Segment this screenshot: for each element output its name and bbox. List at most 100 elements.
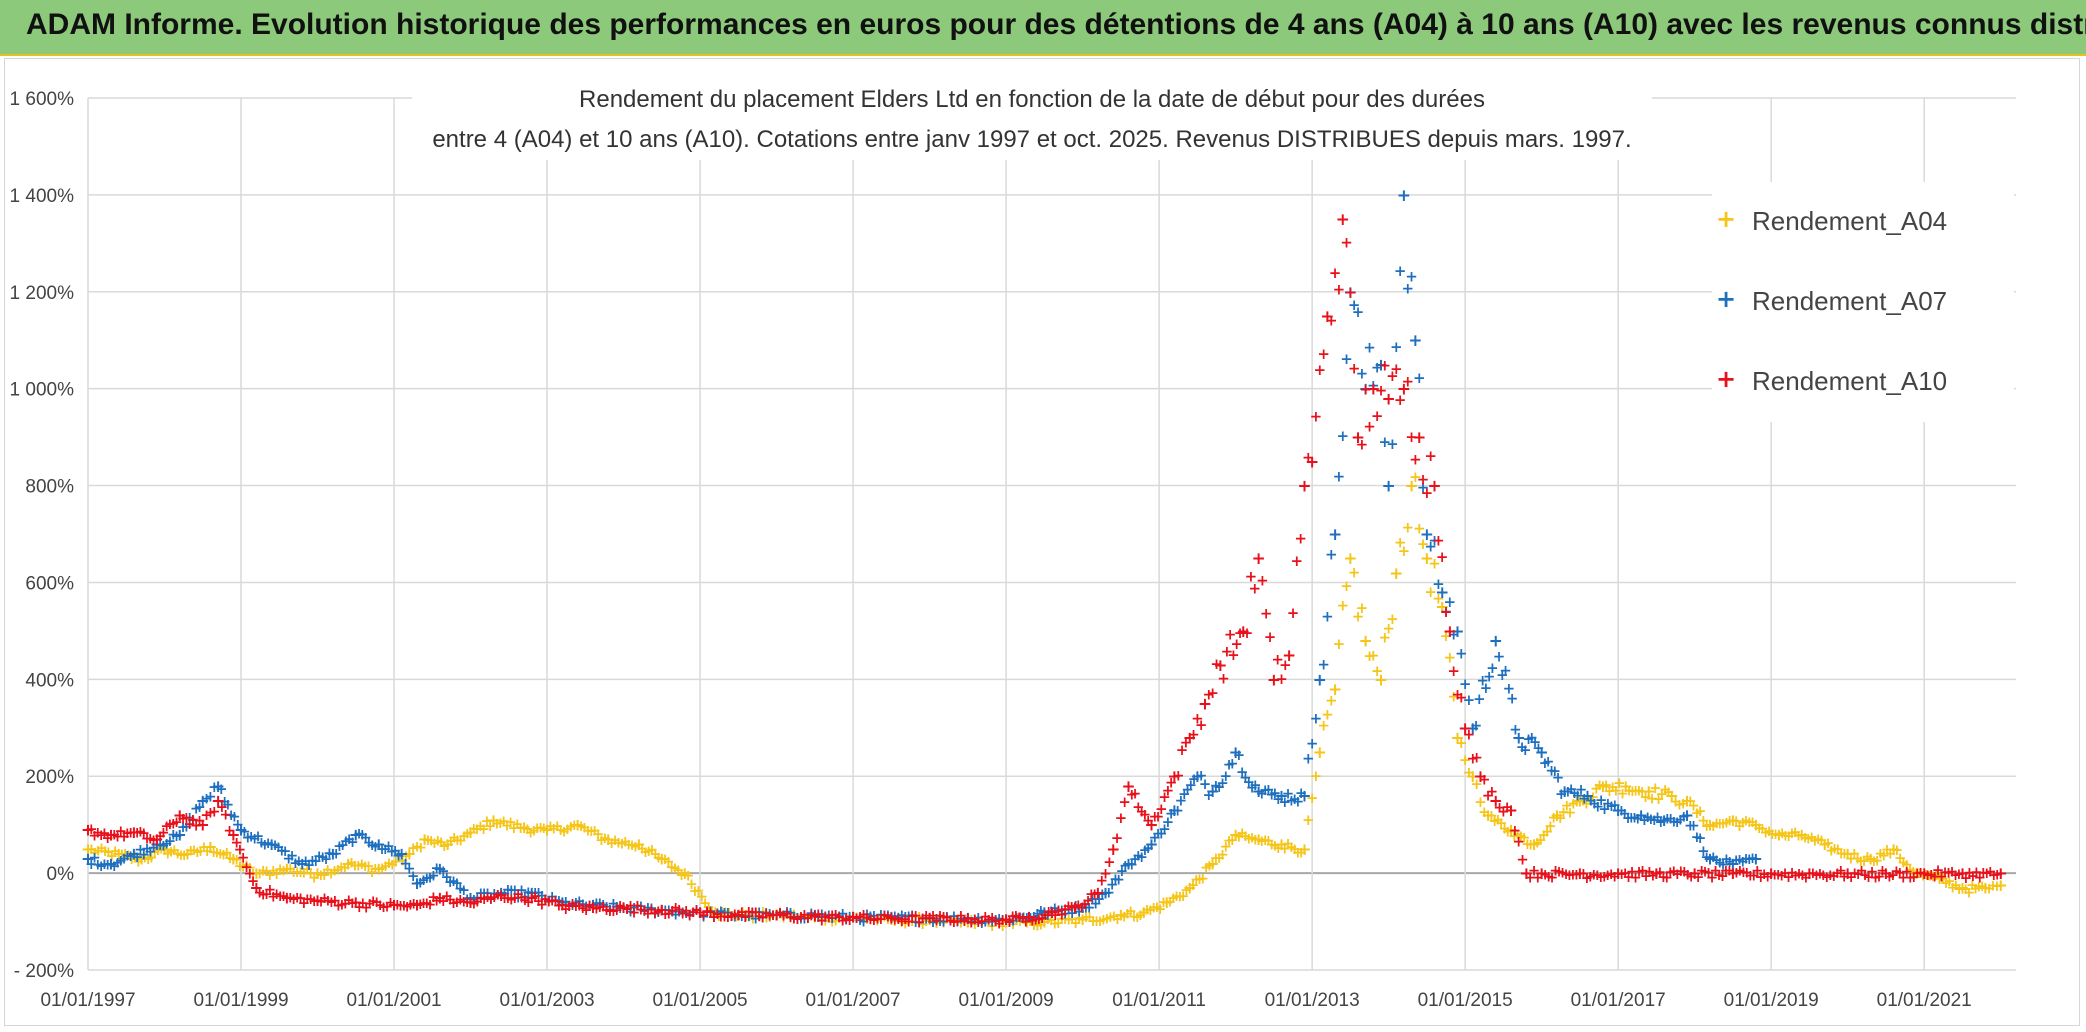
data-point-interp: +	[1881, 841, 1894, 859]
data-point-interp: +	[1031, 904, 1044, 922]
data-point: +	[494, 883, 508, 903]
data-point-interp: +	[604, 901, 617, 919]
data-point-interp: +	[1792, 826, 1805, 844]
data-point-interp: +	[1815, 831, 1828, 849]
data-point-interp: +	[215, 780, 228, 798]
data-point: +	[655, 850, 669, 870]
data-point-interp: +	[676, 903, 689, 921]
data-point-interp: +	[629, 837, 642, 855]
data-point-interp: +	[944, 911, 957, 929]
data-point-interp: +	[746, 909, 759, 927]
data-point-interp: +	[491, 815, 504, 833]
data-point-interp: +	[1157, 893, 1170, 911]
data-point-interp: +	[1115, 809, 1128, 827]
data-point: +	[1037, 903, 1051, 923]
data-point-interp: +	[1042, 910, 1055, 928]
data-point: +	[1909, 864, 1923, 884]
data-point-interp: +	[392, 846, 405, 864]
y-tick-label: 600%	[25, 573, 74, 594]
y-tick-label: 1 400%	[10, 186, 75, 207]
data-point-interp: +	[175, 846, 188, 864]
data-point-interp: +	[1285, 838, 1298, 856]
data-point-interp: +	[1730, 812, 1743, 830]
data-point-interp: +	[965, 910, 978, 928]
data-point-interp: +	[882, 906, 895, 924]
data-point-interp: +	[1662, 783, 1675, 801]
data-point-interp: +	[1577, 792, 1590, 810]
legend-label-a04: Rendement_A04	[1752, 206, 1948, 236]
data-point-interp: +	[1344, 284, 1357, 302]
data-point-interp: +	[1219, 767, 1232, 785]
data-point-interp: +	[190, 800, 203, 818]
data-point-interp: +	[1035, 916, 1048, 934]
data-point-interp: +	[1636, 782, 1649, 800]
data-point-interp: +	[982, 913, 995, 931]
data-point-interp: +	[214, 845, 227, 863]
data-point: +	[418, 830, 432, 850]
data-point-interp: +	[996, 917, 1009, 935]
data-point-interp: +	[537, 819, 550, 837]
data-point-interp: +	[1987, 877, 2000, 895]
data-point-interp: +	[531, 819, 544, 837]
data-point-interp: +	[1249, 830, 1262, 848]
data-point-interp: +	[345, 854, 358, 872]
data-point-interp: +	[781, 903, 794, 921]
data-point-interp: +	[321, 861, 334, 879]
legend-marker-a10: +	[1716, 365, 1737, 393]
data-point-interp: +	[843, 907, 856, 925]
data-point: +	[1680, 806, 1694, 826]
data-point-interp: +	[1498, 819, 1511, 837]
data-point-interp: +	[822, 906, 835, 924]
data-point-interp: +	[1279, 656, 1292, 674]
data-point-interp: +	[1359, 380, 1372, 398]
data-point-interp: +	[969, 911, 982, 929]
data-point-interp: +	[1336, 427, 1349, 445]
data-point: +	[1297, 787, 1311, 807]
data-point-interp: +	[635, 897, 648, 915]
data-point-interp: +	[454, 880, 467, 898]
data-point-interp: +	[102, 843, 115, 861]
data-point-interp: +	[234, 857, 247, 875]
data-point-interp: +	[590, 894, 603, 912]
data-point-interp: +	[230, 851, 243, 869]
data-point: +	[1749, 816, 1763, 836]
data-point-interp: +	[582, 822, 595, 840]
data-point-interp: +	[1444, 649, 1457, 667]
data-point-interp: +	[1121, 905, 1134, 923]
data-point: +	[1274, 787, 1288, 807]
data-point-interp: +	[1028, 916, 1041, 934]
data-point-interp: +	[868, 906, 881, 924]
data-point: +	[1114, 905, 1128, 925]
data-point-interp: +	[1213, 849, 1226, 867]
data-point-interp: +	[979, 912, 992, 930]
data-point: +	[1037, 913, 1051, 933]
data-point-interp: +	[1512, 832, 1525, 850]
data-point-interp: +	[448, 829, 461, 847]
x-tick-label: 01/01/2001	[346, 990, 441, 1011]
data-point-interp: +	[1080, 908, 1093, 926]
data-point-interp: +	[1669, 793, 1682, 811]
data-point-interp: +	[1185, 776, 1198, 794]
data-point-interp: +	[580, 897, 593, 915]
data-point-interp: +	[1386, 435, 1399, 453]
chart-title-line-2: entre 4 (A04) et 10 ans (A10). Cotations…	[432, 126, 1632, 153]
data-point-interp: +	[1094, 912, 1107, 930]
data-point: +	[1435, 598, 1449, 618]
data-point-interp: +	[1746, 813, 1759, 831]
data-point-interp: +	[396, 851, 409, 869]
data-point-interp: +	[191, 843, 204, 861]
data-point-interp: +	[1256, 832, 1269, 850]
data-point-interp: +	[563, 897, 576, 915]
data-point-interp: +	[1093, 890, 1106, 908]
data-point-interp: +	[736, 903, 749, 921]
data-point-interp: +	[542, 891, 555, 909]
data-point-interp: +	[576, 895, 589, 913]
data-point-interp: +	[561, 820, 574, 838]
data-point-interp: +	[1600, 776, 1613, 794]
data-point-interp: +	[366, 863, 379, 881]
data-point-interp: +	[1069, 914, 1082, 932]
data-point-interp: +	[471, 820, 484, 838]
data-point-interp: +	[435, 833, 448, 851]
data-point-interp: +	[1003, 912, 1016, 930]
data-point-interp: +	[477, 820, 490, 838]
